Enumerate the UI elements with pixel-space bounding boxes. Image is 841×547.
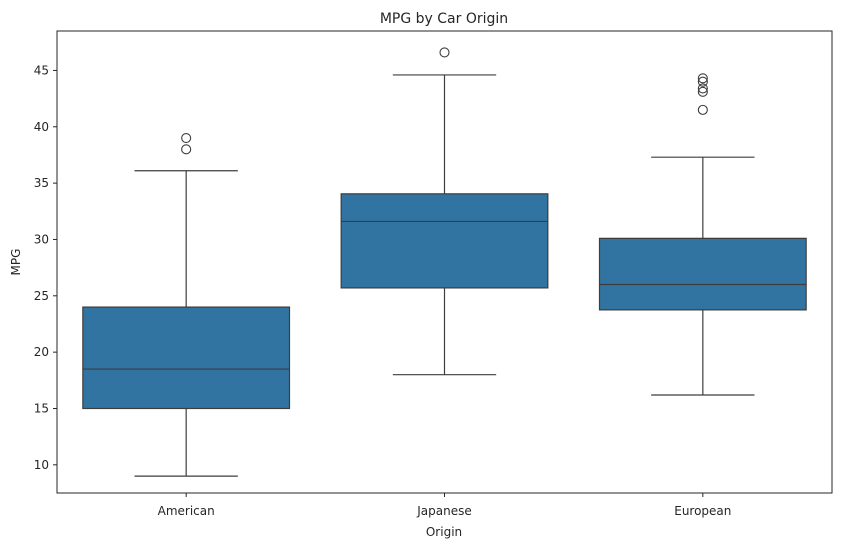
- x-axis-label: Origin: [426, 525, 462, 539]
- outlier-point: [181, 144, 192, 155]
- y-tick-label: 30: [34, 232, 49, 246]
- outlier-point: [697, 76, 708, 87]
- y-tick-label: 40: [34, 120, 49, 134]
- y-tick-label: 25: [34, 289, 49, 303]
- chart-title: MPG by Car Origin: [380, 11, 508, 27]
- boxes-layer: [82, 47, 807, 477]
- y-tick-label: 35: [34, 176, 49, 190]
- outlier-point: [697, 86, 708, 97]
- outlier-point: [697, 73, 708, 84]
- box-group-japanese: [340, 47, 549, 376]
- x-axis: American Japanese European: [158, 493, 731, 518]
- y-tick-label: 10: [34, 458, 49, 472]
- y-axis: 10 15 20 25 30 35 40 45: [34, 63, 57, 472]
- plot-frame: [56, 30, 833, 494]
- iqr-box: [82, 306, 291, 410]
- outlier-point: [697, 104, 708, 115]
- iqr-box: [598, 237, 807, 311]
- y-tick-label: 15: [34, 401, 49, 415]
- iqr-box: [340, 193, 549, 289]
- y-tick-label: 45: [34, 63, 49, 77]
- x-tick-label: European: [674, 504, 731, 518]
- y-tick-label: 20: [34, 345, 49, 359]
- box-group-american: [82, 132, 291, 477]
- x-tick-label: American: [158, 504, 215, 518]
- box-group-european: [598, 73, 807, 396]
- x-tick-label: Japanese: [416, 504, 472, 518]
- outlier-point: [697, 83, 708, 94]
- outlier-point: [181, 132, 192, 144]
- outlier-point: [439, 47, 450, 58]
- y-axis-label: MPG: [9, 249, 23, 276]
